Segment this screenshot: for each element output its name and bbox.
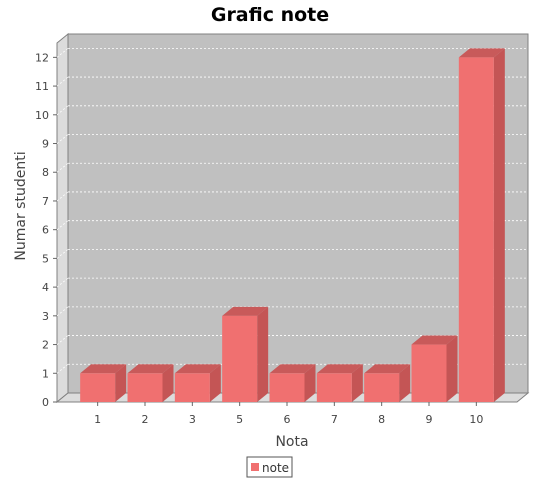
bar-top — [174, 364, 221, 374]
bar-side — [399, 364, 411, 402]
bar — [127, 364, 174, 402]
bar-side — [446, 335, 458, 402]
chart-title: Grafic note — [211, 4, 329, 26]
bar-side — [351, 364, 363, 402]
bar — [458, 48, 505, 403]
bar — [174, 364, 221, 402]
bar-top — [364, 364, 411, 374]
plot-left-wall — [56, 32, 69, 404]
y-tick-label: 0 — [42, 396, 49, 409]
bar-side — [493, 48, 505, 403]
y-tick-label: 11 — [35, 80, 49, 93]
bar-top — [269, 364, 316, 374]
bar — [411, 335, 458, 402]
legend-swatch — [251, 463, 259, 471]
bar-side — [162, 364, 174, 402]
y-tick-label: 12 — [35, 51, 49, 64]
bar-front — [316, 373, 352, 402]
x-tick-label: 9 — [426, 413, 433, 426]
bar-front — [80, 373, 116, 402]
bar — [269, 364, 316, 402]
x-axis-title: Nota — [275, 434, 308, 450]
bar — [364, 364, 411, 402]
bar-top — [458, 48, 505, 58]
y-tick-label: 7 — [42, 195, 49, 208]
plot-area — [55, 32, 530, 404]
y-tick-label: 4 — [42, 281, 49, 294]
x-tick-label: 10 — [469, 413, 483, 426]
x-tick-label: 2 — [142, 413, 149, 426]
x-tick-label: 1 — [94, 413, 101, 426]
x-tick-label: 3 — [189, 413, 196, 426]
x-tick-label: 6 — [284, 413, 291, 426]
bar-front — [411, 344, 447, 402]
x-axis-ticks: 1 2 3 5 6 7 8 9 10 — [94, 402, 483, 426]
y-tick-label: 6 — [42, 224, 49, 237]
y-axis-title: Numar studenti — [13, 151, 29, 260]
bar — [80, 364, 127, 402]
bar-front — [127, 373, 163, 402]
legend-label: note — [262, 461, 289, 475]
y-tick-label: 1 — [42, 367, 49, 380]
bar — [316, 364, 363, 402]
bar-front — [458, 57, 494, 403]
bars — [80, 48, 505, 403]
bar-top — [80, 364, 127, 374]
y-tick-label: 3 — [42, 310, 49, 323]
y-tick-label: 10 — [35, 109, 49, 122]
bar-top — [127, 364, 174, 374]
bar-top — [316, 364, 363, 374]
bar-side — [209, 364, 221, 402]
bar-front — [364, 373, 400, 402]
y-tick-label: 8 — [42, 166, 49, 179]
plot-back-wall — [67, 33, 529, 394]
bar-front — [174, 373, 210, 402]
bar-top — [222, 306, 269, 316]
bar-front — [269, 373, 305, 402]
bar-top — [411, 335, 458, 345]
y-tick-label: 5 — [42, 252, 49, 265]
x-tick-label: 7 — [331, 413, 338, 426]
bar-front — [222, 315, 258, 402]
x-tick-label: 5 — [236, 413, 243, 426]
x-tick-label: 8 — [378, 413, 385, 426]
bar-side — [304, 364, 316, 402]
bar-side — [257, 306, 269, 402]
legend: note — [246, 456, 293, 478]
y-tick-label: 9 — [42, 138, 49, 151]
y-tick-label: 2 — [42, 339, 49, 352]
legend-box — [246, 456, 293, 478]
bar — [222, 306, 269, 402]
bar-side — [115, 364, 127, 402]
